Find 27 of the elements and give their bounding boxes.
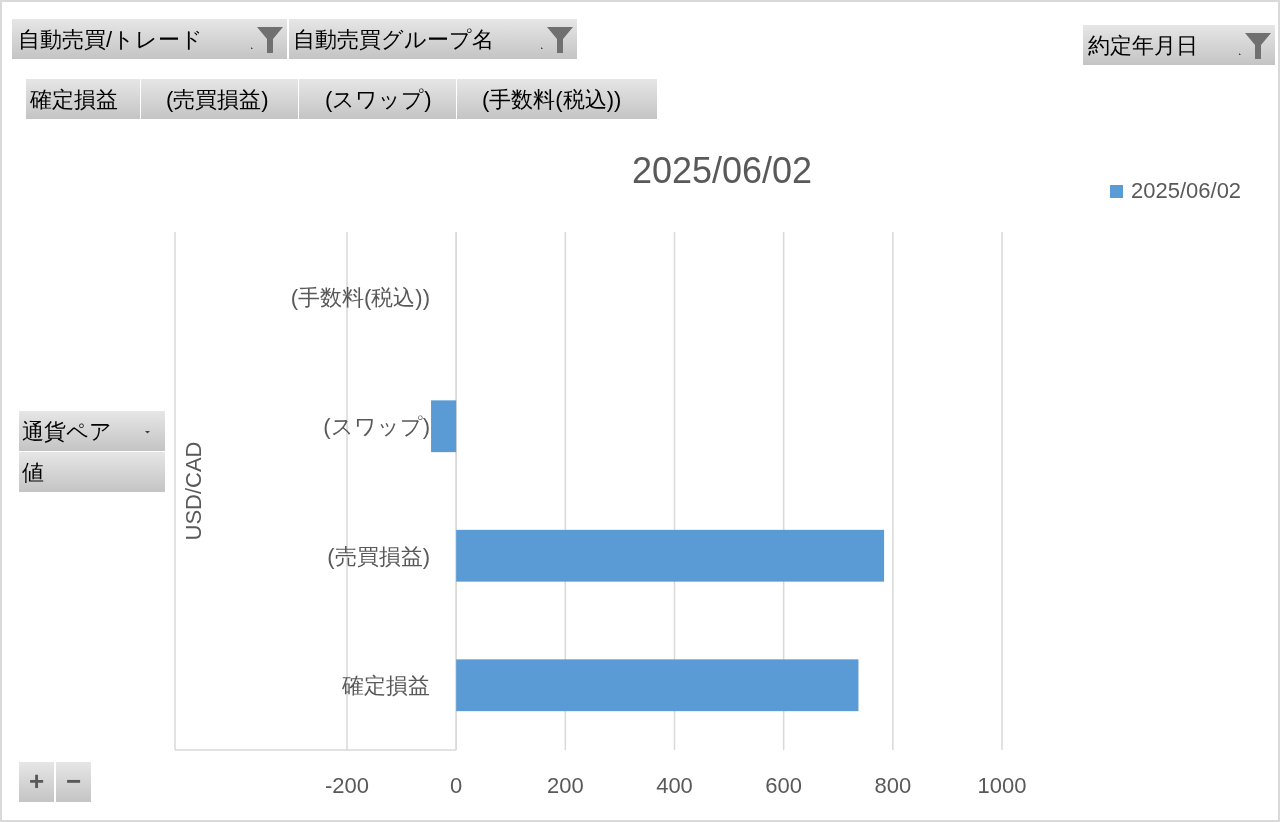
text: 確定損益 (29, 87, 118, 112)
x-tick-label: 400 (656, 773, 693, 798)
text: (売買損益) (166, 87, 269, 112)
text: 通貨ペア (22, 419, 112, 444)
x-tick-label: 0 (450, 773, 463, 798)
text: − (65, 766, 82, 796)
text: 値 (22, 460, 44, 485)
text: + (28, 766, 45, 796)
x-tick-label: 1000 (977, 773, 1027, 798)
x-tick-label: 200 (546, 773, 584, 798)
y-tick-label: (手数料(税込)) (290, 284, 430, 310)
legend-label: 2025/06/02 (1131, 178, 1242, 203)
bar (431, 400, 457, 453)
text: 自動売買グループ名 (293, 27, 494, 52)
x-tick-label: -200 (324, 773, 370, 798)
y-tick-label: 確定損益 (341, 673, 430, 699)
x-tick-label: 600 (765, 773, 803, 798)
text: 約定年月日 (1088, 33, 1198, 58)
text: USD/CAD (181, 441, 206, 541)
y-tick-label: (スワップ) (323, 414, 430, 440)
bar (456, 529, 885, 582)
text: 自動売買/トレード (18, 27, 204, 52)
y-tick-label: (売買損益) (327, 543, 430, 569)
x-tick-label: 800 (874, 773, 912, 798)
text: (手数料(税込)) (482, 87, 622, 112)
bar (456, 659, 859, 712)
chart-title: 2025/06/02 (631, 150, 813, 191)
